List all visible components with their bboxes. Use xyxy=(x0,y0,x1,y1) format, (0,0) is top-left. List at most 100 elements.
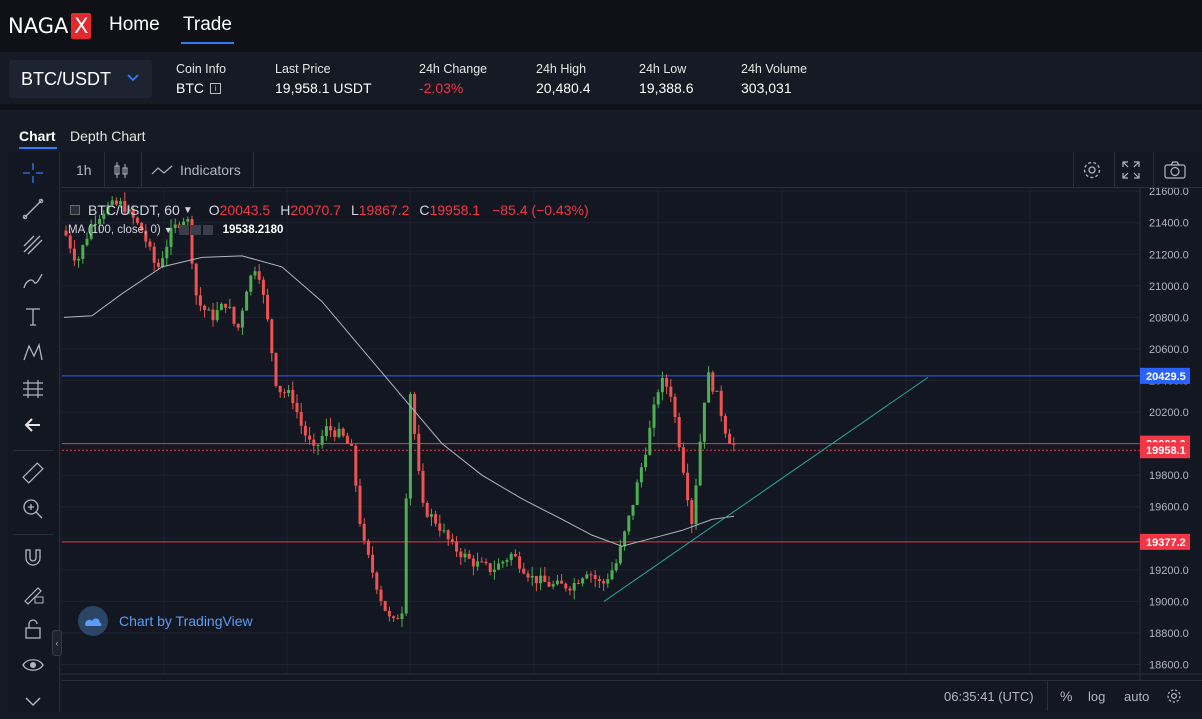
candle-body xyxy=(140,222,144,231)
stat-24h-change: 24h Change -2.03% xyxy=(419,62,487,96)
chevron-down-icon[interactable] xyxy=(20,688,46,714)
pitchfork-icon[interactable] xyxy=(20,232,46,258)
candle-body xyxy=(219,303,223,311)
candle-body xyxy=(711,372,715,392)
candle-body xyxy=(362,523,366,541)
candle-body xyxy=(555,580,559,585)
candle-body xyxy=(509,553,513,561)
stat-24h-high: 24h High 20,480.4 xyxy=(536,62,591,96)
gear-icon[interactable] xyxy=(1166,681,1182,711)
eye-icon[interactable] xyxy=(20,652,46,678)
trend-line-icon[interactable] xyxy=(20,196,46,222)
ruler-icon[interactable] xyxy=(20,460,46,486)
y-tick-label: 20600.0 xyxy=(1149,344,1189,356)
naga-logo[interactable]: NAGA X xyxy=(8,12,92,40)
candle-body xyxy=(278,385,282,393)
collapse-legend-icon[interactable] xyxy=(70,205,80,215)
nav-trade[interactable]: Trade xyxy=(183,14,232,35)
gear-icon[interactable] xyxy=(1082,152,1102,188)
pattern-icon[interactable] xyxy=(20,340,46,366)
brush-icon[interactable] xyxy=(20,268,46,294)
y-tick-label: 19600.0 xyxy=(1149,502,1189,514)
y-tick-label: 18800.0 xyxy=(1149,628,1189,640)
candle-body xyxy=(194,263,198,296)
arrow-left-icon[interactable] xyxy=(20,412,46,438)
tab-chart[interactable]: Chart xyxy=(19,128,56,144)
price-label: 19958.1 xyxy=(1146,445,1186,457)
candle-body xyxy=(539,575,543,584)
ma-label[interactable]: MA (100, close, 0) xyxy=(68,224,161,236)
ohlc-legend: BTC/USDT, 60 ▼ O 20043.5 H 20070.7 L 19867.2… xyxy=(68,202,589,218)
candle-body xyxy=(572,582,576,591)
candle-body xyxy=(429,514,433,517)
toolbar-separator xyxy=(141,152,142,188)
candle-body xyxy=(148,241,152,247)
caret-down-icon[interactable]: ▼ xyxy=(163,225,173,235)
candle-body xyxy=(375,572,379,590)
caret-down-icon[interactable]: ▼ xyxy=(182,204,193,216)
info-icon[interactable]: i xyxy=(210,82,221,94)
zoom-icon[interactable] xyxy=(20,496,46,522)
legend-l-label: L xyxy=(350,202,359,218)
candle-body xyxy=(186,219,190,222)
candle-body xyxy=(463,553,467,558)
candle-body xyxy=(522,568,526,574)
gear-icon[interactable] xyxy=(190,225,201,235)
toolbar-separator xyxy=(1073,152,1074,188)
candle-body xyxy=(161,258,165,267)
stat-value: BTC xyxy=(176,80,204,96)
candle-body xyxy=(425,502,429,517)
candle-body xyxy=(232,306,236,324)
fullscreen-icon[interactable] xyxy=(1122,152,1140,188)
candle-body xyxy=(266,294,270,320)
y-tick-label: 19000.0 xyxy=(1149,596,1189,608)
text-icon[interactable] xyxy=(20,304,46,330)
tab-depth-chart[interactable]: Depth Chart xyxy=(70,128,146,144)
price-chart[interactable]: 21600.0 21400.0 21200.0 21000.0 20800.0 20600… xyxy=(62,188,1202,712)
unlock-icon[interactable] xyxy=(20,616,46,642)
nav-home[interactable]: Home xyxy=(109,14,160,35)
chart-canvas[interactable]: 21600.0 21400.0 21200.0 21000.0 20800.0 20600… xyxy=(62,188,1202,712)
percent-toggle[interactable]: % xyxy=(1060,688,1073,704)
stat-24h-volume: 24h Volume 303,031 xyxy=(741,62,807,96)
chart-toolbar: 1h Indicators xyxy=(62,152,1202,188)
crosshair-icon[interactable] xyxy=(20,160,46,186)
y-tick-label: 21400.0 xyxy=(1149,218,1189,230)
candle-body xyxy=(728,433,732,444)
stat-value: 19,958.1 USDT xyxy=(275,80,372,96)
clock-time[interactable]: 06:35:41 (UTC) xyxy=(944,688,1034,704)
collapse-toolbar-button[interactable]: ‹ xyxy=(52,630,62,656)
measure-range-icon[interactable] xyxy=(20,376,46,402)
close-icon[interactable] xyxy=(202,225,213,235)
interval-button[interactable]: 1h xyxy=(76,162,92,178)
indicators-button[interactable]: Indicators xyxy=(150,152,241,188)
candle-body xyxy=(476,561,480,567)
candle-body xyxy=(316,444,320,446)
candles-icon[interactable] xyxy=(112,152,130,188)
pair-selector[interactable]: BTC/USDT xyxy=(9,60,152,98)
candle-body xyxy=(534,575,538,584)
candle-body xyxy=(719,390,723,416)
candle-body xyxy=(677,416,681,448)
auto-toggle[interactable]: auto xyxy=(1124,688,1150,704)
candle-body xyxy=(660,377,664,393)
candle-body xyxy=(274,353,278,386)
legend-symbol[interactable]: BTC/USDT, 60 xyxy=(88,202,180,218)
camera-icon[interactable] xyxy=(1164,152,1186,188)
magnet-icon[interactable] xyxy=(20,544,46,570)
lock-drawing-icon[interactable] xyxy=(20,580,46,606)
candle-body xyxy=(207,309,211,311)
tradingview-watermark[interactable]: Chart by TradingView xyxy=(78,606,253,636)
candle-body xyxy=(492,569,496,572)
legend-o-value: 20043.5 xyxy=(219,202,271,218)
stat-value: -2.03% xyxy=(419,80,464,96)
candle-body xyxy=(593,575,597,579)
top-nav: NAGA X Home Trade xyxy=(0,0,1202,52)
candle-body xyxy=(392,616,396,619)
candle-body xyxy=(723,415,727,434)
stat-coin-info: Coin Info BTC i xyxy=(176,62,226,96)
log-toggle[interactable]: log xyxy=(1088,688,1106,704)
eye-icon[interactable] xyxy=(178,225,189,235)
candle-body xyxy=(203,305,207,310)
toolbar-separator xyxy=(1047,681,1048,711)
